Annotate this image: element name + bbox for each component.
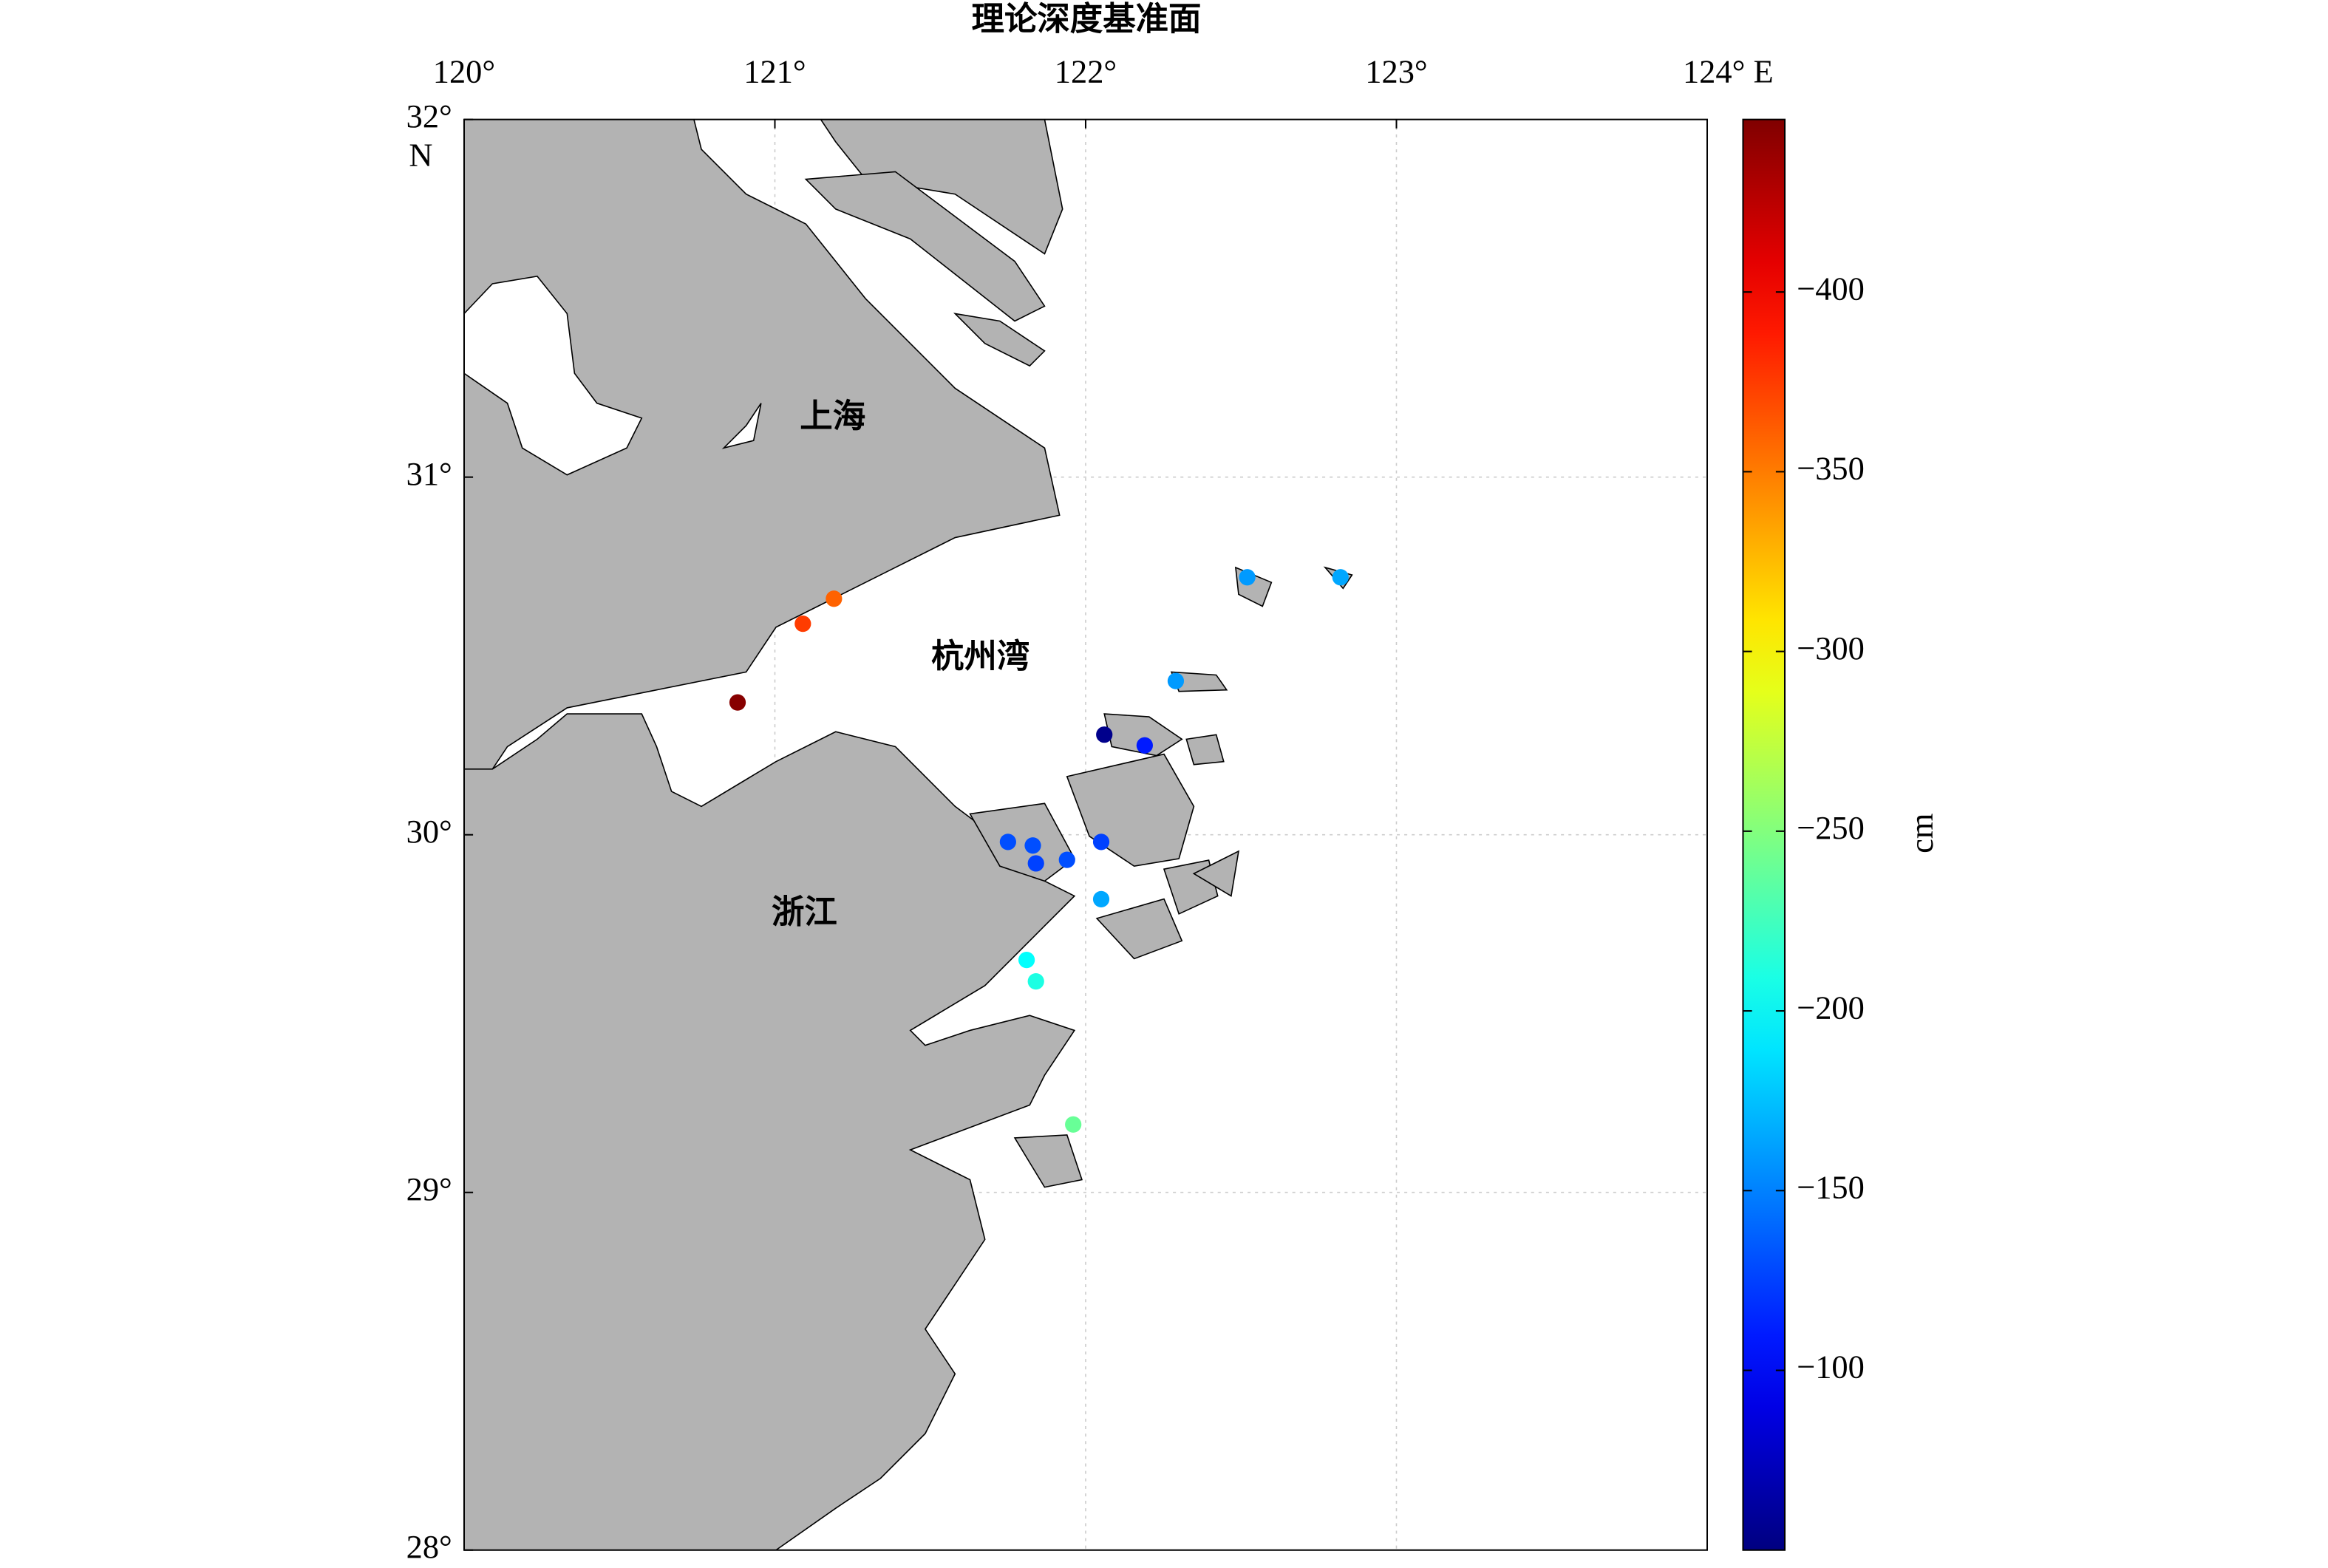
place-label: 上海 — [800, 398, 865, 435]
y-tick-label: 28° — [406, 1528, 452, 1565]
land — [463, 713, 1076, 1550]
island — [1192, 850, 1240, 897]
place-label: 浙江 — [772, 893, 837, 931]
y-tick-label: 30° — [406, 813, 452, 850]
land — [820, 119, 1063, 255]
station-point — [1027, 855, 1044, 872]
island — [1095, 898, 1183, 960]
coastline — [463, 119, 1353, 1550]
colorbar-tick-label: −200 — [1797, 989, 1865, 1026]
station-point — [1058, 851, 1075, 868]
island — [1013, 1134, 1083, 1188]
station-point — [729, 694, 746, 711]
colorbar-label: cm — [1903, 814, 1940, 853]
station-point — [1239, 569, 1256, 586]
y-tick-label: 31° — [406, 455, 452, 492]
colorbar-tick-label: −100 — [1797, 1349, 1865, 1385]
y-tick-label: 32° — [406, 98, 452, 134]
station-point — [1092, 834, 1110, 851]
station-point — [1136, 737, 1153, 754]
station-point — [1027, 973, 1044, 990]
colorbar-tick-label: −300 — [1797, 630, 1865, 667]
x-tick-label: 123° — [1365, 52, 1427, 89]
x-tick-label: 121° — [743, 52, 806, 89]
place-label: 杭州湾 — [931, 638, 1029, 675]
station-point — [826, 590, 843, 607]
station-point — [794, 616, 811, 633]
y-axis-label: N — [409, 136, 432, 173]
station-point — [1065, 1116, 1082, 1133]
station-point — [1092, 890, 1110, 907]
island — [804, 171, 1046, 322]
y-tick-label: 29° — [406, 1170, 452, 1207]
station-point — [1096, 726, 1113, 743]
island — [953, 313, 1046, 367]
station-point — [999, 834, 1016, 851]
station-point — [1018, 952, 1035, 969]
station-point — [1167, 672, 1185, 689]
lake — [463, 276, 643, 476]
island — [969, 802, 1075, 882]
station-point — [1332, 569, 1349, 586]
islet — [721, 403, 762, 449]
colorbar-tick-label: −350 — [1797, 450, 1865, 487]
colorbar — [1742, 118, 1786, 1551]
island — [1103, 713, 1183, 757]
colorbar-tick-label: −150 — [1797, 1168, 1865, 1205]
chart-title: 理论深度基准面 — [972, 0, 1202, 38]
colorbar-tick-label: −250 — [1797, 809, 1865, 846]
island — [1185, 734, 1225, 766]
x-tick-label: 120° — [433, 52, 495, 89]
station-point — [1024, 837, 1041, 854]
land — [463, 119, 1061, 770]
colorbar-tick-label: −400 — [1797, 270, 1865, 307]
x-tick-label: 122° — [1055, 52, 1117, 89]
x-tick-label: 124° E — [1683, 52, 1774, 89]
